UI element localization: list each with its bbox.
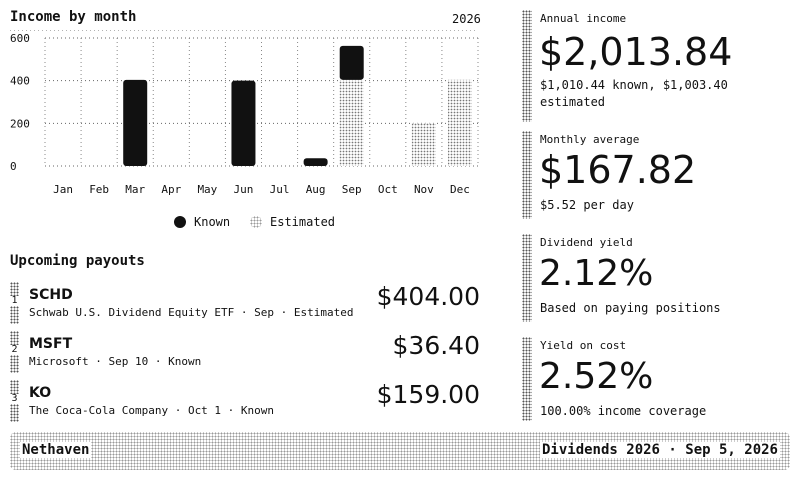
income-bar-chart: 0 200 400 600 Jan Feb Mar Apr May Jun Jul Aug Sep Oct… (10, 30, 479, 196)
stat-accent-bar (522, 10, 532, 122)
stat-label: Annual income (540, 12, 627, 25)
y-tick-label: 400 (10, 75, 30, 88)
payout-amount: $36.40 (392, 331, 480, 360)
x-tick-label: Apr (161, 183, 181, 196)
y-tick-label: 200 (10, 117, 30, 130)
x-tick-label: Aug (306, 183, 326, 196)
stat-label: Dividend yield (540, 236, 633, 249)
legend-estimated-label: Estimated (270, 215, 336, 229)
stat-yield-on-cost: Yield on cost 2.52% 100.00% income cover… (522, 337, 792, 421)
payout-rank: 3 (10, 393, 19, 404)
payout-item-msft[interactable]: 2 MSFT Microsoft · Sep 10 · Known $36.40 (10, 331, 480, 373)
bar-estimated-nov (411, 123, 436, 166)
payouts-title: Upcoming payouts (10, 253, 145, 269)
stat-note: $5.52 per day (540, 198, 634, 212)
stat-label: Monthly average (540, 133, 640, 146)
payout-ticker: MSFT (29, 336, 73, 352)
footer-bar: Nethaven Dividends 2026 · Sep 5, 2026 (10, 432, 790, 470)
bar-known-jun (231, 80, 256, 166)
payout-rank-bar: 3 (10, 380, 19, 422)
bar-known-aug (303, 158, 328, 166)
x-tick-label: Oct (378, 183, 398, 196)
legend-known: Known (174, 215, 230, 229)
x-tick-label: Jun (234, 183, 254, 196)
stat-value: $167.82 (539, 148, 697, 192)
bar-estimated-dec (447, 79, 472, 166)
x-tick-label: Jul (270, 183, 290, 196)
x-tick-label: May (197, 183, 217, 196)
stat-accent-bar (522, 337, 532, 421)
payout-detail: The Coca-Cola Company · Oct 1 · Known (29, 404, 275, 417)
stat-note: 100.00% income coverage (540, 404, 707, 418)
y-tick-label: 0 (10, 160, 17, 173)
payout-rank-bar: 1 (10, 282, 19, 324)
chart-year: 2026 (452, 12, 481, 26)
legend-known-label: Known (194, 215, 231, 229)
stat-value: 2.52% (539, 356, 654, 397)
x-tick-label: Dec (450, 183, 470, 196)
legend-known-swatch (174, 216, 186, 228)
payout-item-schd[interactable]: 1 SCHD Schwab U.S. Dividend Equity ETF ·… (10, 282, 480, 324)
bar-estimated-sep (339, 79, 364, 166)
stat-annual-income: Annual income $2,013.84 $1,010.44 known,… (522, 10, 792, 122)
legend-estimated-swatch (250, 216, 262, 228)
chart-title: Income by month (10, 9, 137, 25)
x-tick-label: Sep (342, 183, 362, 196)
payout-ticker: SCHD (29, 287, 73, 303)
footer-brand: Nethaven (20, 442, 92, 458)
payout-item-ko[interactable]: 3 KO The Coca-Cola Company · Oct 1 · Kno… (10, 380, 480, 422)
payout-ticker: KO (29, 385, 52, 401)
stat-dividend-yield: Dividend yield 2.12% Based on paying pos… (522, 234, 792, 322)
x-tick-label: Nov (414, 183, 434, 196)
payout-rank-bar: 2 (10, 331, 19, 373)
stat-note: $1,010.44 known, $1,003.40 estimated (540, 78, 728, 109)
y-tick-label: 600 (10, 32, 30, 45)
stat-monthly-average: Monthly average $167.82 $5.52 per day (522, 131, 792, 219)
payout-amount: $404.00 (376, 282, 480, 311)
stat-accent-bar (522, 234, 532, 322)
footer-meta: Dividends 2026 · Sep 5, 2026 (539, 442, 780, 458)
payout-detail: Schwab U.S. Dividend Equity ETF · Sep · … (29, 306, 354, 319)
x-tick-label: Feb (89, 183, 109, 196)
payout-detail: Microsoft · Sep 10 · Known (29, 355, 202, 368)
payout-rank: 2 (10, 344, 19, 355)
stat-value: $2,013.84 (539, 30, 733, 74)
bar-known-mar (123, 79, 148, 166)
stat-note: Based on paying positions (540, 301, 721, 315)
x-tick-label: Jan (53, 183, 73, 196)
bar-known-sep (339, 45, 364, 80)
x-tick-label: Mar (125, 183, 145, 196)
payout-amount: $159.00 (376, 380, 480, 409)
stat-accent-bar (522, 131, 532, 219)
payout-rank: 1 (10, 295, 19, 306)
stat-value: 2.12% (539, 253, 654, 294)
stat-label: Yield on cost (540, 339, 627, 352)
legend-estimated: Estimated (250, 215, 335, 229)
